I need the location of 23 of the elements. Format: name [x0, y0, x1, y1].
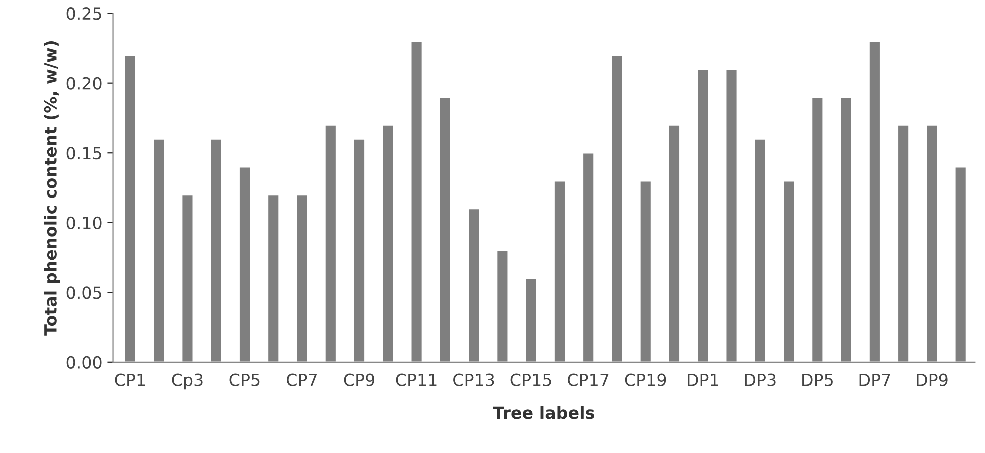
x-tick-label: DP9 [917, 374, 948, 386]
y-axis-title: Total phenolic content (%, w/w) [44, 41, 60, 336]
x-tick-label: DP5 [802, 374, 833, 386]
x-tick-label: CP7 [287, 374, 317, 386]
y-tick-label: 0.10 [66, 216, 102, 230]
x-tick-label: DP1 [688, 374, 718, 386]
x-tick-label: CP5 [230, 374, 260, 386]
x-tick-label: DP7 [860, 374, 890, 386]
x-tick-label: CP19 [625, 374, 666, 386]
x-tick-label: CP15 [510, 374, 552, 386]
y-tick-label: 0.00 [66, 356, 102, 369]
x-tick-label: DP3 [745, 374, 776, 386]
x-tick-label: CP9 [344, 374, 374, 386]
y-tick-label: 0.15 [66, 147, 102, 160]
x-tick-label: CP13 [454, 374, 494, 386]
y-tick-label: 0.25 [66, 8, 102, 20]
x-tick-label: Cp3 [172, 374, 203, 390]
x-tick-label: CP11 [396, 374, 437, 386]
x-tick-label: CP1 [115, 374, 146, 386]
x-tick-label: CP17 [568, 374, 609, 386]
x-axis-title: Tree labels [493, 406, 594, 420]
y-tick-label: 0.20 [66, 77, 102, 90]
y-tick-label: 0.05 [66, 286, 102, 300]
